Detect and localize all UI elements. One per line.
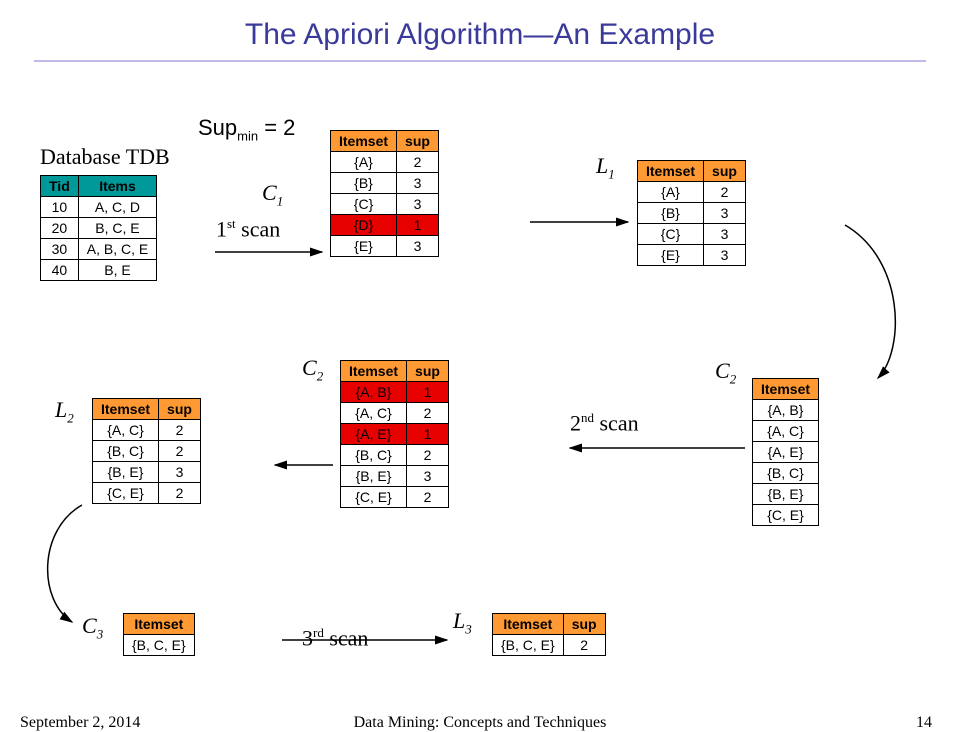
label-l2: L2 xyxy=(55,397,74,426)
table-l1: Itemsetsup{A}2{B}3{C}3{E}3 xyxy=(637,160,746,266)
label-c1: C1 xyxy=(262,180,283,209)
scan1-label: 1st scan xyxy=(216,216,280,242)
footer-title: Data Mining: Concepts and Techniques xyxy=(0,714,960,732)
scan3-label: 3rd scan xyxy=(302,625,368,651)
label-l3: L3 xyxy=(453,608,472,637)
label-c2-cand: C2 xyxy=(715,358,736,387)
table-c1: Itemsetsup{A}2{B}3{C}3{D}1{E}3 xyxy=(330,130,439,257)
table-l2: Itemsetsup{A, C}2{B, C}2{B, E}3{C, E}2 xyxy=(92,398,201,504)
slide-title: The Apriori Algorithm—An Example xyxy=(0,0,960,52)
table-l3: Itemsetsup{B, C, E}2 xyxy=(492,613,606,656)
table-c2-sup: Itemsetsup{A, B}1{A, C}2{A, E}1{B, C}2{B… xyxy=(340,360,449,508)
label-c3: C3 xyxy=(82,613,103,642)
page-number: 14 xyxy=(916,714,932,732)
table-c2-cand: Itemset{A, B}{A, C}{A, E}{B, C}{B, E}{C,… xyxy=(752,378,819,526)
divider xyxy=(34,60,926,62)
scan2-label: 2nd scan xyxy=(570,410,639,436)
flow-arrows xyxy=(0,0,960,720)
database-label: Database TDB xyxy=(40,144,170,170)
table-c3: Itemset{B, C, E} xyxy=(123,613,195,656)
label-c2-sup: C2 xyxy=(302,355,323,384)
supmin-label: Supmin = 2 xyxy=(198,115,295,143)
table-tdb: TidItems10A, C, D20B, C, E30A, B, C, E40… xyxy=(40,175,157,281)
label-l1: L1 xyxy=(596,153,615,182)
